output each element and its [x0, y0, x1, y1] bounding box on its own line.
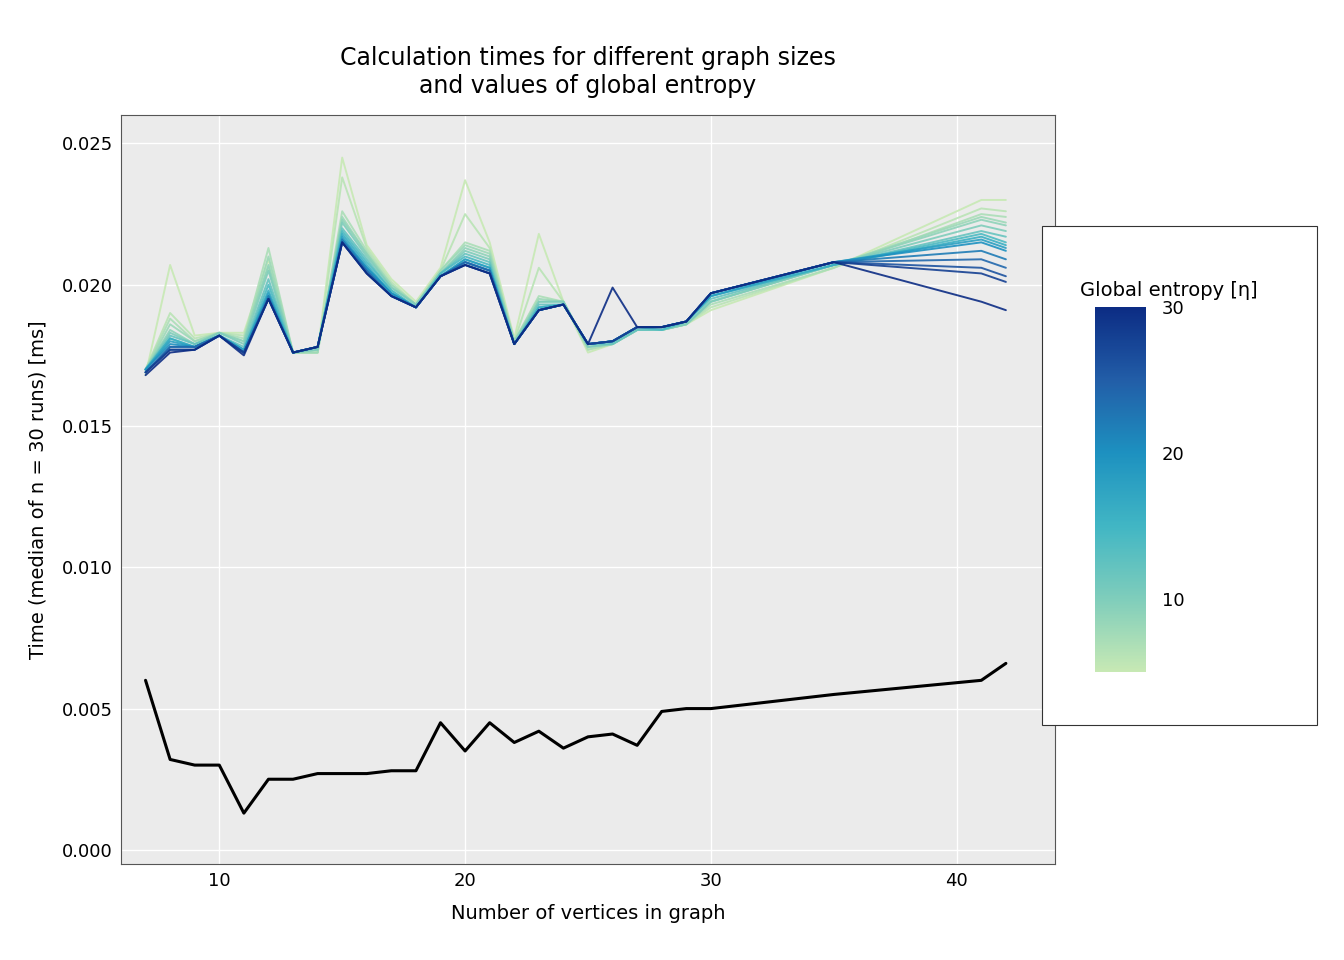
X-axis label: Number of vertices in graph: Number of vertices in graph — [450, 904, 726, 924]
Title: Calculation times for different graph sizes
and values of global entropy: Calculation times for different graph si… — [340, 46, 836, 98]
Text: Global entropy [η]: Global entropy [η] — [1081, 281, 1258, 300]
Y-axis label: Time (median of n = 30 runs) [ms]: Time (median of n = 30 runs) [ms] — [28, 321, 47, 659]
